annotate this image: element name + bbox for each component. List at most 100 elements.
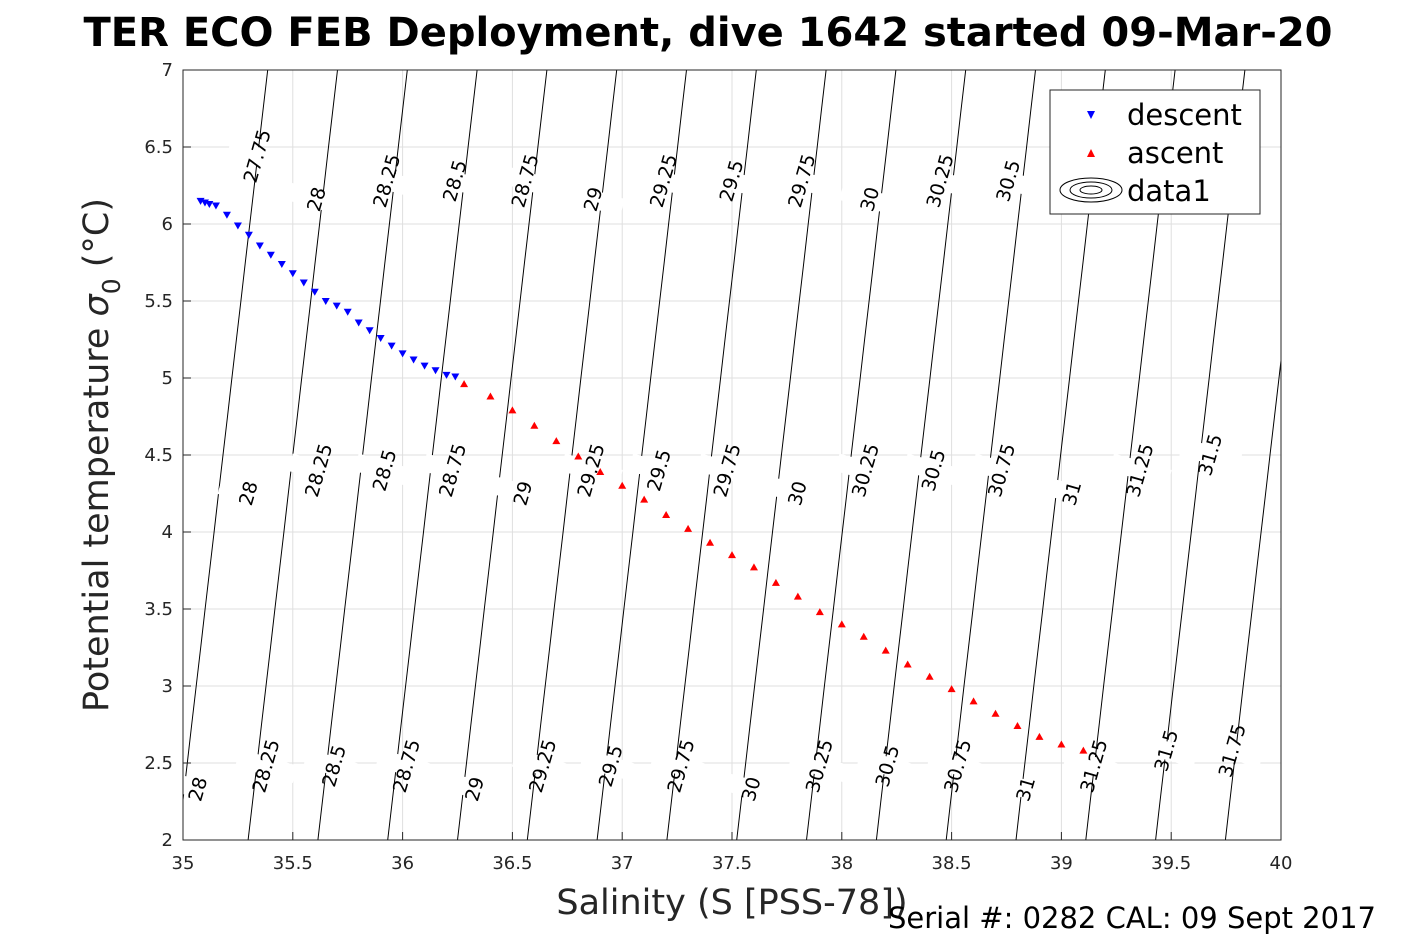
- isopycnal-30.5: [945, 70, 1036, 840]
- x-tick-label: 39.5: [1151, 853, 1191, 874]
- ascent-point: [881, 646, 890, 654]
- contour-label-gap: [628, 453, 691, 488]
- contour-label-gap: [770, 163, 834, 198]
- legend-descent-label: descent: [1127, 98, 1242, 132]
- contour-label-gap: [632, 163, 696, 198]
- contour-label-gap: [562, 182, 625, 217]
- ascent-point: [771, 578, 780, 586]
- contour-label-gap: [1063, 749, 1126, 784]
- ascent-point: [903, 660, 912, 668]
- ascent-point: [991, 709, 1000, 717]
- contour-label-gap: [700, 163, 764, 198]
- y-tick-label: 4.5: [144, 445, 173, 466]
- ascent-point: [552, 437, 561, 445]
- contour-label-gap: [423, 163, 487, 198]
- isopycnal-28.5: [387, 70, 478, 840]
- contour-label-gap: [1179, 438, 1243, 472]
- contour-label-gap: [1109, 453, 1172, 488]
- x-axis-label: Salinity (S [PSS-78]): [556, 883, 907, 923]
- y-tick-label: 3.5: [144, 599, 173, 620]
- x-tick-label: 37.5: [712, 853, 752, 874]
- contour-label-gap: [977, 163, 1041, 198]
- contour-label-gap: [720, 772, 784, 807]
- contour-label-gap: [1135, 733, 1199, 768]
- contour-label-gap: [511, 749, 575, 784]
- descent-point: [288, 270, 297, 278]
- contour-label-gap: [226, 139, 289, 174]
- legend-contour-icon: [1059, 177, 1123, 203]
- descent-point: [222, 211, 231, 219]
- isopycnal-27.75: [183, 70, 269, 805]
- descent-point: [299, 279, 308, 287]
- contour-label-gap: [766, 476, 830, 511]
- isopycnal-29.75: [736, 70, 827, 840]
- x-tick-label: 35.5: [273, 853, 313, 874]
- ascent-point: [859, 632, 868, 640]
- x-tick-label: 35: [172, 853, 195, 874]
- contour-label-gap: [285, 182, 349, 217]
- y-tick-label: 4: [162, 522, 173, 543]
- contour-label-gap: [579, 749, 643, 784]
- descent-point: [310, 288, 319, 296]
- contour-label-gap: [856, 749, 920, 784]
- axis-ticks: 35 35.5 36 36.5 37 37.5 38 38.5 39 39.5 40 2 2.5 3 3.5…: [144, 60, 1292, 874]
- isopycnal-28.75: [457, 70, 548, 840]
- legend: descent ascent data1: [1049, 89, 1261, 215]
- ascent-point: [640, 495, 649, 503]
- descent-point: [409, 356, 418, 364]
- descent-point: [266, 251, 275, 259]
- ascent-point: [662, 511, 671, 519]
- ascent-point: [837, 620, 846, 628]
- x-tick-label: 40: [1270, 853, 1293, 874]
- contour-label-gap: [839, 182, 902, 217]
- x-tick-label: 36: [391, 853, 414, 874]
- chart-title: TER ECO FEB Deployment, dive 1642 starte…: [83, 10, 1332, 56]
- x-tick-label: 38.5: [932, 853, 972, 874]
- y-tick-label: 2: [162, 830, 173, 851]
- descent-point: [211, 202, 220, 210]
- ascent-point: [969, 697, 978, 705]
- y-tick-label: 3: [162, 676, 173, 697]
- contour-label-gap: [355, 163, 419, 198]
- ascent-point: [1057, 740, 1066, 748]
- contour-label-gap: [494, 163, 557, 198]
- isopycnal-31.5: [1224, 356, 1281, 840]
- footer-calibration: Serial #: 0282 CAL: 09 Sept 2017: [888, 901, 1376, 935]
- isopycnal-29.25: [596, 70, 687, 840]
- contour-label-gap: [926, 749, 990, 784]
- y-tick-label: 6.5: [144, 137, 173, 158]
- contour-label-gap: [788, 749, 852, 784]
- descent-point: [420, 362, 429, 370]
- ascent-point: [1079, 746, 1088, 754]
- ascent-point: [530, 421, 539, 429]
- ascent-point: [1013, 722, 1022, 730]
- contour-label-gap: [375, 749, 439, 784]
- contour-label-gap: [970, 453, 1034, 488]
- ascent-point: [793, 592, 802, 600]
- descent-point: [451, 373, 460, 381]
- ascent-point: [947, 685, 956, 693]
- ascent-point: [815, 608, 824, 616]
- contour-label-gap: [650, 749, 713, 784]
- isopycnal-30.25: [875, 70, 967, 840]
- isopycnal-31.75: [1295, 70, 1384, 840]
- descent-point: [205, 200, 214, 208]
- ascent-point: [618, 481, 627, 489]
- ascent-point: [706, 538, 715, 546]
- ascent-point: [508, 406, 517, 414]
- legend-descent-marker: [1087, 111, 1095, 119]
- y-axis-label: Potential temperature σ0 (°C): [77, 198, 126, 712]
- data-series: [196, 197, 1088, 754]
- contour-label-gap: [994, 772, 1058, 807]
- descent-point: [233, 222, 242, 230]
- legend-ascent-marker: [1087, 149, 1095, 157]
- contour-label-gap: [1041, 476, 1104, 511]
- x-tick-label: 39: [1050, 853, 1073, 874]
- y-tick-label: 6: [162, 214, 173, 235]
- contour-label-gap: [353, 453, 417, 488]
- descent-point: [398, 350, 407, 358]
- descent-point: [255, 242, 264, 250]
- contour-label-gap: [492, 476, 555, 511]
- isopycnal-29.5: [666, 70, 757, 840]
